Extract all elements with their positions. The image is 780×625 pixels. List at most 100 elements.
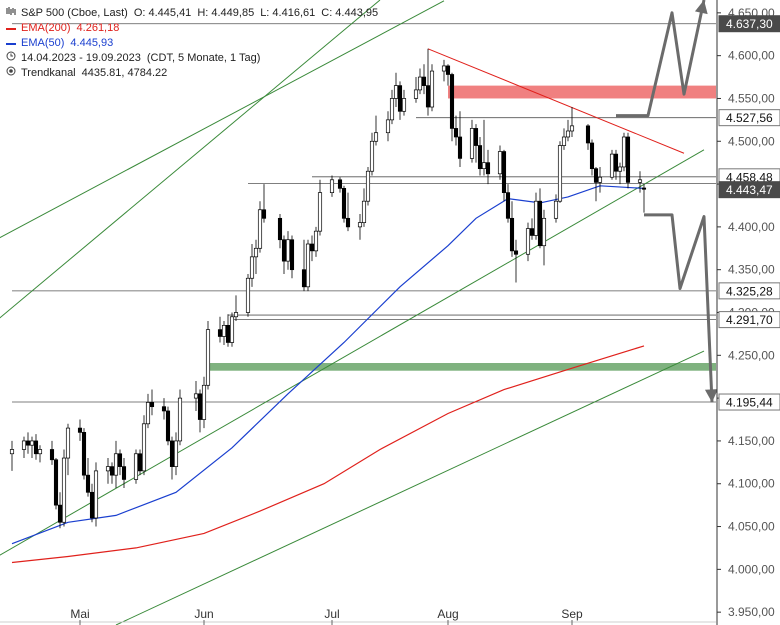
legend-channel-row[interactable]: Trendkanal 4435.81, 4784.22 <box>6 66 378 81</box>
channel-top <box>0 0 445 239</box>
candle <box>593 166 599 202</box>
candle <box>473 124 479 163</box>
candle-body <box>501 151 507 193</box>
candle-body <box>197 393 203 420</box>
candle <box>57 492 63 529</box>
candle <box>225 314 231 347</box>
candle-body <box>505 192 511 219</box>
candle <box>33 434 39 460</box>
candle <box>301 239 307 292</box>
candle-body <box>361 200 367 223</box>
candle-body <box>257 209 263 249</box>
price-label-text: 4.458,48 <box>726 170 773 184</box>
ema200-line <box>11 345 645 564</box>
candle-body <box>137 453 143 472</box>
candle-body <box>589 142 595 170</box>
candle <box>161 398 167 420</box>
candle-body <box>49 449 55 461</box>
date-range: 14.04.2023 - 19.09.2023 <box>21 52 141 64</box>
candle-body <box>261 209 267 219</box>
x-tick-label: Aug <box>437 607 458 621</box>
candle <box>253 239 259 274</box>
candle-body <box>393 85 399 99</box>
candle-body <box>617 166 623 172</box>
candle <box>449 72 455 142</box>
candle <box>429 64 435 112</box>
candle-body <box>565 130 571 138</box>
candle-body <box>421 76 427 86</box>
price-label-box <box>718 311 780 329</box>
candle <box>441 59 447 82</box>
candle-body <box>485 162 491 175</box>
y-tick-label: 3.950,00 <box>728 605 775 619</box>
candle <box>505 184 511 223</box>
candle <box>133 449 139 484</box>
candle-body <box>149 402 155 408</box>
legend-ema50-row[interactable]: EMA(50) 4.445,93 <box>6 36 378 51</box>
candle-body <box>497 151 503 175</box>
candle <box>313 226 319 257</box>
candle-body <box>429 70 435 108</box>
ohlc-high: H: 4.449,85 <box>197 7 255 19</box>
candle-body <box>621 136 627 168</box>
y-tick-label: 4.500,00 <box>728 134 775 148</box>
candle-body <box>201 384 207 420</box>
y-tick-label: 4.150,00 <box>728 434 775 448</box>
candle <box>525 222 531 262</box>
candle <box>341 185 347 223</box>
candle-body <box>285 239 291 262</box>
candle <box>337 177 343 193</box>
candle-body <box>513 250 519 255</box>
candle-body <box>221 324 227 337</box>
candle <box>389 89 395 125</box>
candle-body <box>37 449 43 455</box>
candle <box>165 406 171 446</box>
price-label-box <box>718 181 780 199</box>
candle <box>221 321 227 346</box>
candle-body <box>641 187 647 190</box>
candle <box>309 235 315 262</box>
candle <box>401 89 407 116</box>
range-note: (CDT, 5 Monate, 1 Tag) <box>146 52 261 64</box>
candle <box>397 81 403 120</box>
price-label-text: 4.637,30 <box>726 17 773 31</box>
candle-body <box>477 145 483 170</box>
candle <box>229 312 235 347</box>
candle <box>25 432 31 454</box>
candle-body <box>373 132 379 142</box>
candle-body <box>217 329 223 337</box>
candle <box>469 119 475 163</box>
candle-body <box>177 397 183 442</box>
candle-body <box>309 243 315 252</box>
candle-body <box>569 125 575 132</box>
candle <box>417 68 423 95</box>
candle-body <box>625 136 631 183</box>
price-label-box <box>718 282 780 300</box>
candle-body <box>449 74 455 129</box>
candle-body <box>441 65 447 72</box>
candle-body <box>453 128 459 138</box>
candle-body <box>509 217 515 252</box>
candle <box>613 149 619 180</box>
candle-body <box>249 256 255 279</box>
candle <box>257 201 263 253</box>
legend-ema200-row[interactable]: EMA(200) 4.261,18 <box>6 21 378 36</box>
candle-body <box>301 269 307 288</box>
candle-body <box>337 179 343 189</box>
candle-body <box>121 466 127 480</box>
candle-body <box>417 76 423 91</box>
ema200-label: EMA(200) <box>21 22 71 34</box>
candle <box>305 239 311 292</box>
legend-title-row: S&P 500 (Cboe, Last) O: 4.445,41 H: 4.44… <box>6 6 378 21</box>
candle <box>361 188 367 227</box>
candle-body <box>553 200 559 219</box>
candle <box>93 462 99 527</box>
price-label-text: 4.325,28 <box>726 284 773 298</box>
candle <box>365 166 371 206</box>
candle-body <box>537 200 543 247</box>
candle-body <box>229 316 235 343</box>
candle <box>77 419 83 441</box>
candle-body <box>457 136 463 159</box>
chart-legend: S&P 500 (Cboe, Last) O: 4.445,41 H: 4.44… <box>6 6 378 81</box>
